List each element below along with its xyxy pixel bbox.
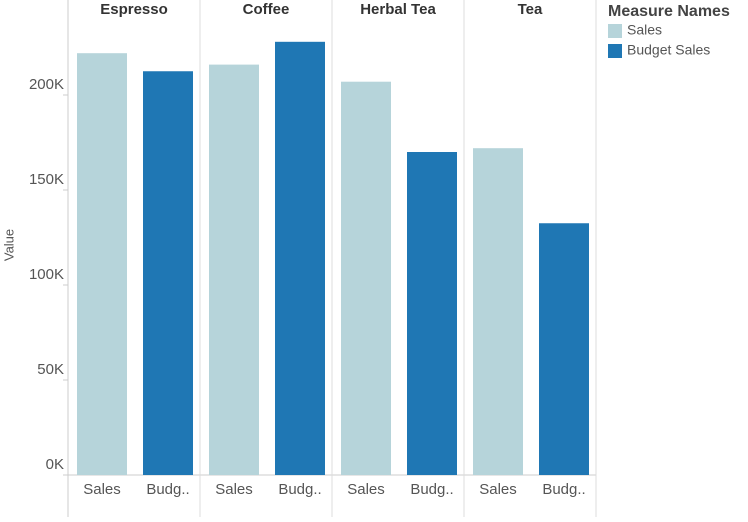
legend-label: Sales [627,22,662,38]
bar [143,71,193,475]
y-tick-label: 100K [29,266,64,283]
y-tick-label: 200K [29,76,64,93]
legend-label: Budget Sales [627,42,710,58]
bar [539,223,589,475]
x-tick-label: Budg.. [278,481,321,498]
x-tick-label: Sales [83,481,121,498]
bar [209,64,259,475]
bar [473,148,523,475]
panel-header: Herbal Tea [360,1,436,18]
bar [77,53,127,475]
y-axis-label: Value [1,229,16,261]
bar [341,81,391,475]
y-tick-label: 50K [37,361,64,378]
x-tick-label: Sales [215,481,253,498]
x-tick-label: Budg.. [542,481,585,498]
x-tick-label: Budg.. [146,481,189,498]
x-tick-label: Sales [347,481,385,498]
y-tick-label: 0K [46,456,64,473]
x-tick-label: Budg.. [410,481,453,498]
panel-header: Tea [518,1,543,18]
panel-header: Espresso [100,1,168,18]
legend-swatch [608,44,622,58]
legend-swatch [608,24,622,38]
y-tick-label: 150K [29,171,64,188]
bar [275,41,325,476]
bar [407,152,457,475]
panel-header: Coffee [243,1,290,18]
x-tick-label: Sales [479,481,517,498]
legend-title: Measure Names [608,3,730,20]
